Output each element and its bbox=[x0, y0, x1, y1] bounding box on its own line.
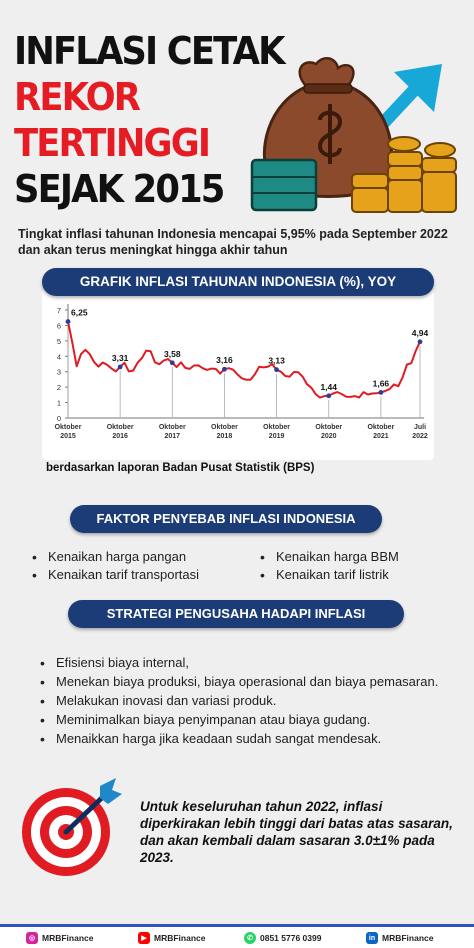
x-tick-label: 2021 bbox=[373, 433, 389, 440]
x-tick-label: Oktober bbox=[55, 424, 82, 431]
footer: ◎ MRBFinance ▶ MRBFinance ✆ 0851 5776 03… bbox=[0, 924, 474, 948]
data-point bbox=[65, 319, 71, 324]
data-point bbox=[169, 360, 175, 366]
data-label: 4,94 bbox=[412, 328, 429, 338]
factor-item: Kenaikan harga pangan bbox=[32, 548, 199, 566]
y-tick-label: 6 bbox=[57, 321, 61, 330]
youtube-handle: MRBFinance bbox=[154, 933, 206, 943]
factors-list-right: Kenaikan harga BBM Kenaikan tarif listri… bbox=[260, 548, 399, 584]
series-line bbox=[67, 321, 421, 399]
y-tick-label: 1 bbox=[57, 399, 61, 408]
linkedin-handle: MRBFinance bbox=[382, 933, 434, 943]
whatsapp-number: 0851 5776 0399 bbox=[260, 933, 322, 943]
data-label: 1,44 bbox=[320, 382, 337, 392]
data-point bbox=[222, 366, 227, 372]
money-bag-illustration bbox=[250, 56, 457, 213]
y-tick-label: 7 bbox=[57, 306, 61, 315]
youtube-icon: ▶ bbox=[138, 932, 150, 944]
inflation-line-chart: 0 1 2 3 4 5 6 7 Oktober 2015 Oktober 2016 Oktober 201… bbox=[55, 304, 429, 440]
instagram-handle: MRBFinance bbox=[42, 933, 94, 943]
factor-item: Kenaikan harga BBM bbox=[260, 548, 399, 566]
whatsapp-icon: ✆ bbox=[244, 932, 256, 944]
data-point bbox=[417, 339, 423, 345]
factor-item: Kenaikan tarif listrik bbox=[260, 566, 399, 584]
linkedin-icon: in bbox=[366, 932, 378, 944]
headline: INFLASI CETAK REKOR TERTINGGI SEJAK 2015 bbox=[14, 28, 286, 212]
x-tick-label: Oktober bbox=[367, 424, 394, 431]
strategy-item: Menekan biaya produksi, biaya operasiona… bbox=[40, 673, 450, 691]
headline-line-4: SEJAK 2015 bbox=[14, 167, 225, 211]
footer-whatsapp[interactable]: ✆ 0851 5776 0399 bbox=[244, 932, 321, 944]
x-tick-label: 2015 bbox=[60, 433, 76, 440]
chart-title: GRAFIK INFLASI TAHUNAN INDONESIA (%), YO… bbox=[42, 268, 434, 296]
data-point bbox=[274, 367, 279, 373]
data-label: 6,25 bbox=[71, 308, 88, 318]
factors-list-left: Kenaikan harga pangan Kenaikan tarif tra… bbox=[32, 548, 199, 584]
data-point bbox=[378, 389, 384, 395]
x-tick-label: Oktober bbox=[159, 424, 186, 431]
data-label: 3,13 bbox=[268, 356, 285, 366]
instagram-icon: ◎ bbox=[26, 932, 38, 944]
factors-title: FAKTOR PENYEBAB INFLASI INDONESIA bbox=[70, 505, 382, 533]
x-tick-label: 2019 bbox=[269, 433, 285, 440]
strategy-title: STRATEGI PENGUSAHA HADAPI INFLASI bbox=[68, 600, 404, 628]
y-tick-label: 5 bbox=[57, 337, 61, 346]
inflation-chart: 0 1 2 3 4 5 6 7 Oktober 2015 Oktober 2016 Oktober 201… bbox=[42, 290, 434, 460]
x-tick-label: 2017 bbox=[165, 433, 181, 440]
footer-instagram[interactable]: ◎ MRBFinance bbox=[26, 932, 93, 944]
footer-youtube[interactable]: ▶ MRBFinance bbox=[138, 932, 205, 944]
data-label: 3,16 bbox=[216, 355, 233, 365]
data-label: 1,66 bbox=[373, 378, 390, 388]
strategy-item: Efisiensi biaya internal, bbox=[40, 654, 450, 672]
y-tick-label: 2 bbox=[57, 383, 61, 392]
x-tick-label: 2016 bbox=[112, 433, 128, 440]
y-tick-label: 3 bbox=[57, 368, 61, 377]
x-tick-label: Oktober bbox=[107, 424, 134, 431]
x-tick-label: 2022 bbox=[412, 433, 428, 440]
strategy-item: Meminimalkan biaya penyimpanan atau biay… bbox=[40, 711, 450, 729]
headline-line-2: REKOR bbox=[14, 75, 141, 119]
footer-linkedin[interactable]: in MRBFinance bbox=[366, 932, 433, 944]
x-tick-label: Oktober bbox=[211, 424, 238, 431]
chart-source: berdasarkan laporan Badan Pusat Statisti… bbox=[46, 462, 315, 474]
x-tick-label: 2018 bbox=[217, 433, 233, 440]
y-tick-label: 4 bbox=[57, 352, 61, 361]
x-tick-label: Oktober bbox=[315, 424, 342, 431]
x-tick-label: Oktober bbox=[263, 424, 290, 431]
intro-text: Tingkat inflasi tahunan Indonesia mencap… bbox=[18, 227, 448, 257]
data-label: 3,58 bbox=[164, 349, 181, 359]
y-tick-label: 0 bbox=[57, 414, 61, 423]
data-point bbox=[117, 364, 123, 370]
strategy-item: Melakukan inovasi dan variasi produk. bbox=[40, 692, 450, 710]
x-tick-label: 2020 bbox=[321, 433, 337, 440]
x-tick-label: Juli bbox=[414, 424, 426, 431]
target-icon bbox=[22, 778, 122, 876]
headline-line-1: INFLASI CETAK bbox=[14, 29, 286, 73]
strategy-list: Efisiensi biaya internal, Menekan biaya … bbox=[40, 654, 450, 749]
coin-stack-icon bbox=[250, 136, 457, 213]
data-label: 3,31 bbox=[112, 353, 129, 363]
factor-item: Kenaikan tarif transportasi bbox=[32, 566, 199, 584]
closing-text: Untuk keseluruhan tahun 2022, inflasi di… bbox=[140, 799, 453, 865]
strategy-item: Menaikkan harga jika keadaan sudah sanga… bbox=[40, 730, 450, 748]
headline-line-3: TERTINGGI bbox=[14, 121, 211, 165]
data-point bbox=[326, 393, 332, 399]
